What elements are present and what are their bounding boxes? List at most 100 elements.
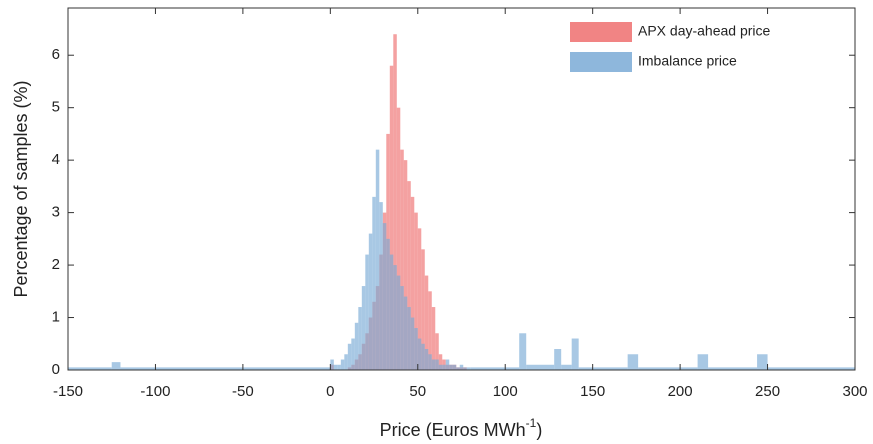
histogram-bar — [361, 286, 366, 370]
histogram-bar — [428, 354, 432, 370]
histogram-bar — [421, 249, 425, 370]
histogram-bar — [396, 107, 401, 371]
histogram-bar — [697, 354, 709, 370]
legend-swatch — [570, 52, 632, 72]
histogram-bar — [438, 354, 443, 370]
x-tick-label: 100 — [493, 383, 518, 400]
histogram-bar — [463, 367, 467, 370]
histogram-bar — [368, 233, 373, 370]
histogram-bar — [354, 322, 359, 370]
histogram-bar — [466, 367, 471, 370]
histogram-bar — [627, 354, 639, 370]
histogram-bar — [389, 254, 394, 370]
y-tick-label: 4 — [52, 151, 60, 168]
histogram-bar — [526, 364, 555, 370]
histogram-bar — [456, 367, 460, 370]
histogram-bar — [571, 338, 579, 370]
histogram-bar — [407, 307, 411, 370]
y-tick-label: 5 — [52, 99, 60, 116]
histogram-bar — [393, 265, 397, 370]
histogram-bar — [337, 364, 341, 370]
histogram-bar — [445, 359, 450, 370]
histogram-bar — [767, 367, 855, 370]
y-axis-label: Percentage of samples (%) — [11, 80, 31, 297]
histogram-bar — [403, 296, 408, 370]
histogram-bar — [68, 367, 112, 370]
y-tick-label: 2 — [52, 256, 60, 273]
y-tick-label: 6 — [52, 46, 60, 63]
histogram-bar — [414, 328, 418, 370]
histogram-bar — [389, 65, 394, 370]
histogram-bar — [382, 223, 387, 370]
histogram-bar — [470, 367, 520, 370]
histogram-bar — [396, 275, 401, 370]
x-tick-label: 150 — [580, 383, 605, 400]
histogram-bar — [435, 333, 439, 370]
histogram-bar — [407, 181, 411, 370]
histogram-bar — [459, 364, 464, 370]
histogram-bar — [424, 275, 429, 370]
legend-swatch — [570, 22, 632, 42]
y-tick-label: 0 — [52, 361, 60, 378]
histogram-bar — [417, 338, 422, 370]
x-tick-label: 250 — [755, 383, 780, 400]
legend-label: Imbalance price — [638, 53, 737, 69]
histogram-bar — [554, 349, 562, 370]
x-tick-label: -50 — [232, 383, 254, 400]
histogram-bar — [410, 196, 415, 370]
histogram-bar — [333, 364, 338, 370]
histogram-bar — [421, 343, 425, 370]
histogram-bar — [111, 362, 121, 370]
histogram-bar — [400, 286, 404, 370]
histogram-bar — [375, 149, 380, 370]
histogram-bar — [347, 343, 352, 370]
histogram-bar — [330, 359, 334, 370]
histogram-bar — [417, 228, 422, 370]
x-tick-label: 300 — [842, 383, 867, 400]
x-label-text: Price (Euros MWh — [380, 420, 526, 440]
x-label-sup: -1 — [526, 416, 537, 430]
x-tick-label: 50 — [409, 383, 426, 400]
histogram-bar — [435, 359, 439, 370]
histogram-bar — [424, 349, 429, 370]
histogram-bar — [452, 364, 457, 370]
histogram-bar — [431, 307, 436, 370]
histogram-bar — [519, 333, 527, 370]
histogram-bar — [638, 367, 698, 370]
x-tick-label: -100 — [140, 383, 170, 400]
y-tick-label: 1 — [52, 309, 60, 326]
histogram-bar — [708, 367, 758, 370]
legend-label: APX day-ahead price — [638, 23, 771, 39]
histogram-bar — [379, 202, 383, 370]
histogram-bar — [757, 354, 768, 370]
histogram-bar — [120, 367, 243, 370]
histogram-bar — [372, 196, 376, 370]
y-tick-label: 3 — [52, 204, 60, 221]
plot-frame — [67, 7, 856, 371]
histogram-bar — [442, 359, 446, 370]
histogram-bar — [578, 367, 628, 370]
histogram-bar — [431, 359, 436, 370]
histogram-bar — [242, 367, 331, 370]
x-tick-label: 0 — [326, 383, 334, 400]
histogram-bar — [438, 364, 443, 370]
histogram-bar — [442, 364, 446, 370]
histogram-bar — [386, 238, 390, 370]
x-label-tail: ) — [536, 420, 542, 440]
histogram-bar — [428, 291, 432, 370]
x-tick-label: -150 — [53, 383, 83, 400]
histogram-bar — [449, 364, 453, 370]
x-tick-label: 200 — [668, 383, 693, 400]
x-axis-label: Price (Euros MWh-1) — [380, 416, 543, 440]
histogram-bar — [351, 338, 355, 370]
histogram-bar — [393, 34, 397, 371]
histogram-bar — [414, 212, 418, 370]
histogram-bar — [340, 359, 345, 370]
histogram-bar — [403, 160, 408, 370]
histogram-bar — [365, 254, 369, 370]
histogram-bar — [400, 149, 404, 370]
histogram-bar — [344, 354, 348, 370]
histogram-bar — [410, 317, 415, 370]
histogram-bar — [358, 307, 362, 370]
